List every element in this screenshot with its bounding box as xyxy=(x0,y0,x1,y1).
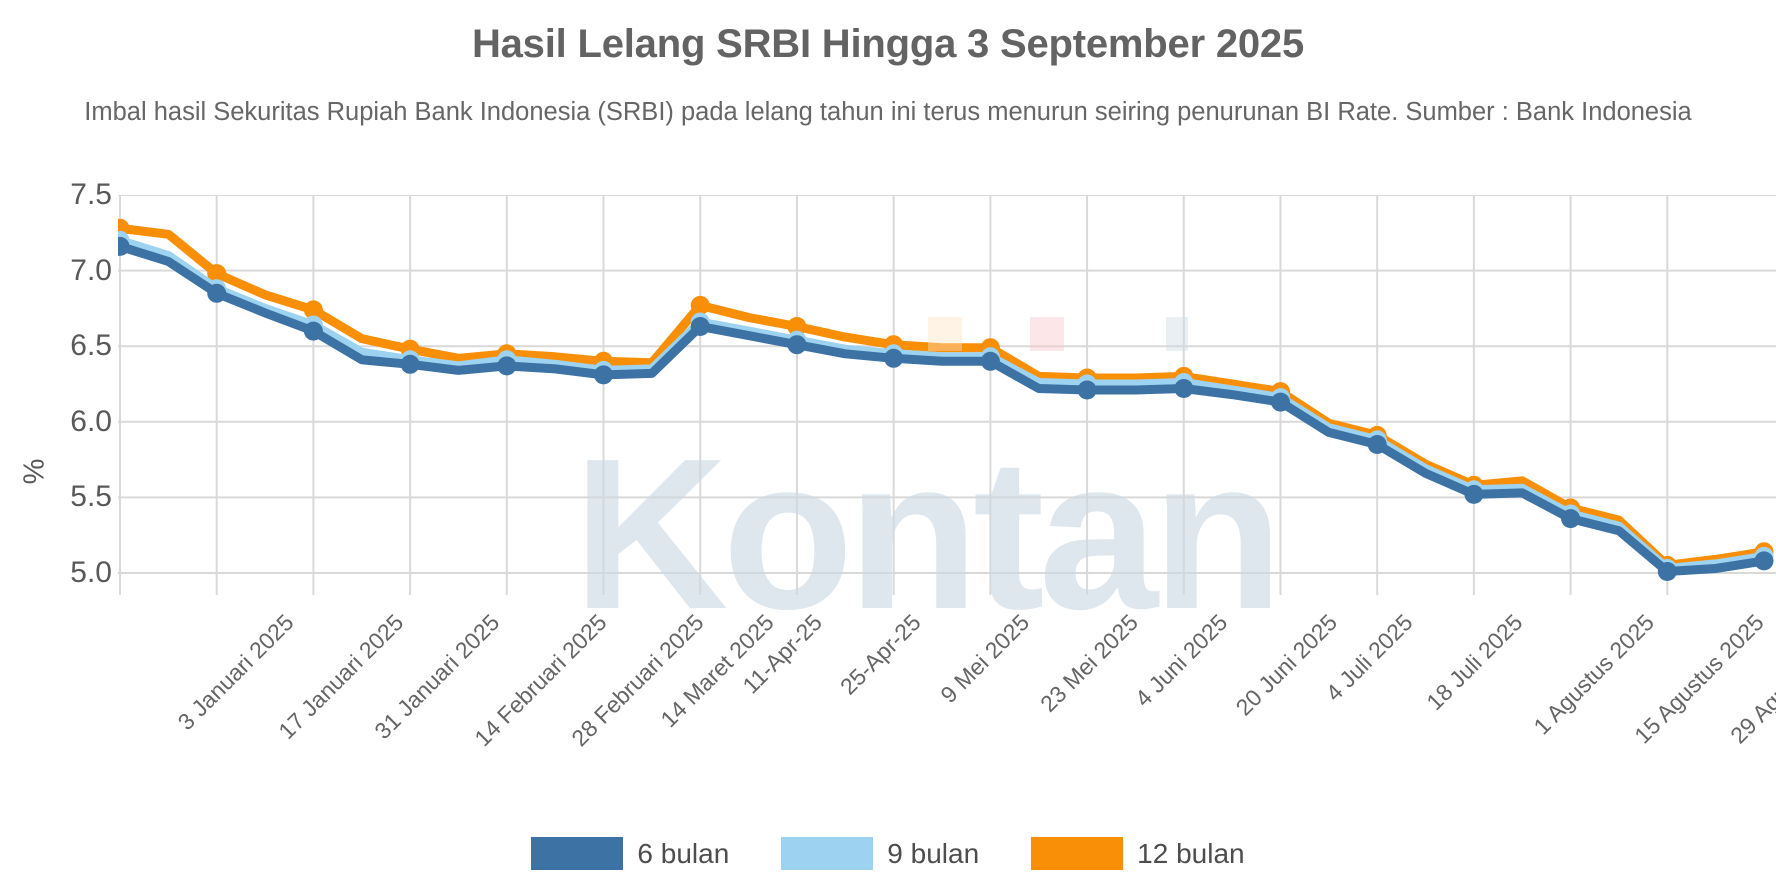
x-tick-label: 25-Apr-25 xyxy=(834,609,926,700)
data-point xyxy=(207,283,227,303)
data-point xyxy=(497,356,517,376)
y-tick-label: 5.5 xyxy=(70,480,112,514)
legend-swatch-icon xyxy=(531,837,624,870)
data-point xyxy=(1464,484,1484,504)
y-tick-label: 7.0 xyxy=(70,253,112,287)
legend-swatch-icon xyxy=(1031,837,1124,870)
legend-label: 6 bulan xyxy=(637,837,730,869)
legend-item-9-bulan[interactable]: 9 bulan xyxy=(781,837,979,870)
data-point xyxy=(787,335,807,355)
data-point xyxy=(303,300,323,320)
legend-item-6-bulan[interactable]: 6 bulan xyxy=(531,837,729,870)
data-point xyxy=(207,264,227,284)
y-tick-label: 5.0 xyxy=(70,556,112,589)
legend-label: 9 bulan xyxy=(887,837,980,869)
data-point xyxy=(400,354,420,374)
data-point xyxy=(690,295,710,315)
y-axis-ticks: 5.0 5.5 6.0 6.5 7.0 7.5 xyxy=(20,140,112,700)
data-point xyxy=(1367,435,1387,454)
legend-swatch-icon xyxy=(781,837,874,870)
x-tick-label: 9 Mei 2025 xyxy=(934,609,1034,708)
legend-label: 12 bulan xyxy=(1137,837,1245,869)
y-tick-label: 7.5 xyxy=(70,178,112,211)
page-subtitle: Imbal hasil Sekuritas Rupiah Bank Indone… xyxy=(84,98,1692,126)
chart-legend: 6 bulan 9 bulan 12 bulan xyxy=(0,837,1776,870)
y-tick-label: 6.5 xyxy=(70,329,112,363)
x-tick-label: 23 Mei 2025 xyxy=(1035,609,1144,717)
data-point xyxy=(1077,380,1097,400)
data-point xyxy=(1657,562,1677,581)
data-point xyxy=(1174,379,1194,398)
data-point xyxy=(1754,551,1774,571)
data-point xyxy=(1561,509,1581,529)
data-point xyxy=(594,365,613,385)
data-point xyxy=(303,321,323,341)
data-point xyxy=(787,317,807,336)
data-point xyxy=(118,236,130,256)
data-point xyxy=(690,317,710,336)
x-axis-ticks: 3 Januari 2025 17 Januari 2025 31 Januari … xyxy=(0,140,1776,751)
line-chart-svg xyxy=(118,195,1776,595)
x-tick-label: 3 Januari 2025 xyxy=(172,609,299,735)
x-tick-label: 18 Juli 2025 xyxy=(1421,609,1528,716)
series-6-bulan xyxy=(118,236,1774,581)
data-point xyxy=(884,348,904,368)
x-tick-label: 4 Juni 2025 xyxy=(1129,609,1233,712)
data-point xyxy=(1271,392,1290,412)
x-tick-label: 20 Juni 2025 xyxy=(1230,609,1342,721)
chart-container: % 5.0 5.5 6.0 6.5 7.0 7.5 Kontan 3 Januari 20… xyxy=(0,140,1776,751)
data-point xyxy=(980,351,1000,371)
page-title: Hasil Lelang SRBI Hingga 3 September 202… xyxy=(471,22,1305,66)
y-tick-label: 6.0 xyxy=(70,404,112,438)
legend-item-12-bulan[interactable]: 12 bulan xyxy=(1031,837,1245,870)
